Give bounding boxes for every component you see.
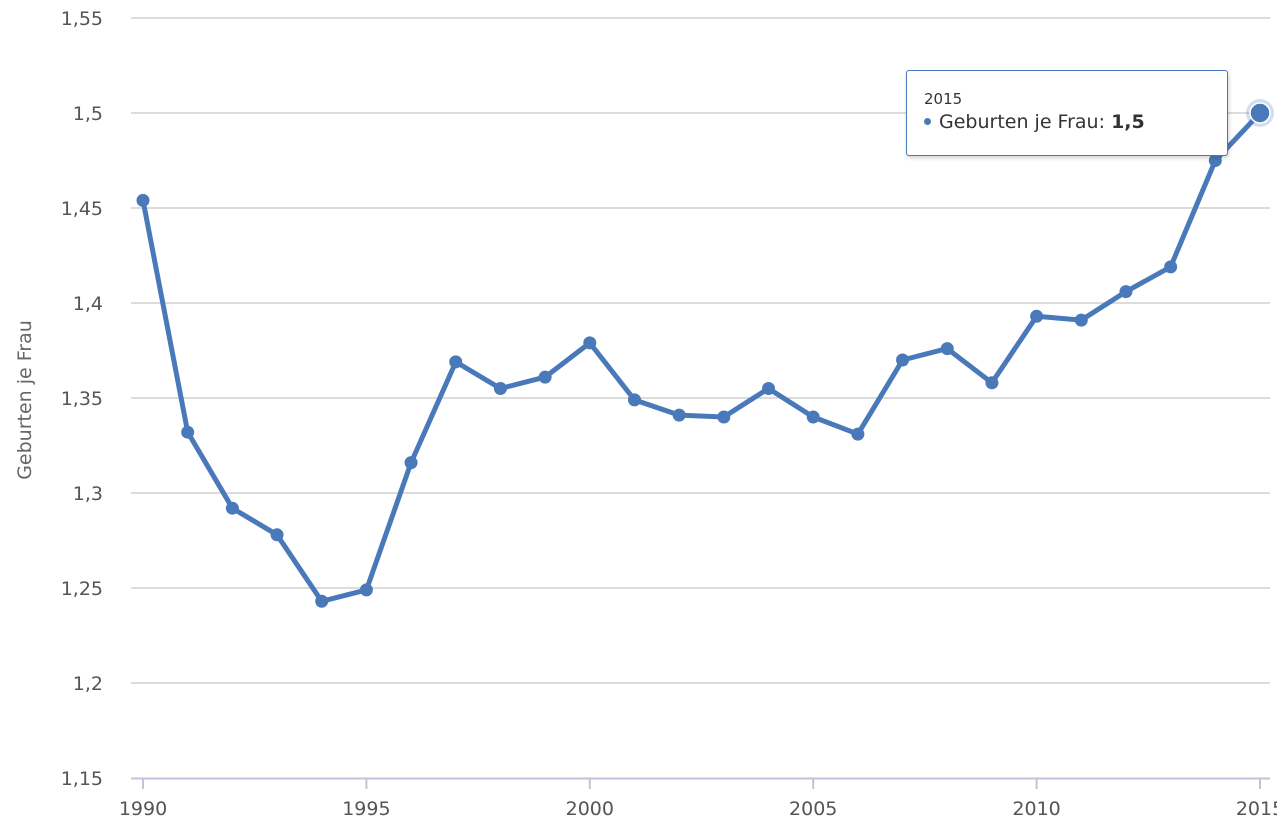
x-tick-label: 2005 [789, 798, 837, 820]
data-point [940, 342, 954, 356]
y-tick-label: 1,55 [61, 8, 103, 30]
x-tick-label: 1990 [119, 798, 167, 820]
series-line [140, 110, 1263, 604]
data-point [315, 594, 329, 608]
data-point [404, 456, 418, 470]
data-point [136, 193, 150, 207]
data-point [493, 382, 507, 395]
data-point [627, 393, 641, 407]
data-point [1030, 309, 1044, 323]
data-point [762, 382, 776, 395]
data-point [672, 408, 686, 422]
tooltip-title: 2015 [924, 90, 963, 108]
data-point [538, 370, 552, 384]
data-point [717, 410, 731, 424]
data-point [449, 355, 463, 369]
tooltip-series-marker-icon [924, 117, 931, 125]
data-point [1164, 260, 1178, 274]
y-tick-label: 1,15 [61, 768, 103, 790]
data-point [985, 376, 999, 390]
data-point [270, 528, 284, 542]
data-point [1074, 313, 1088, 327]
tooltip-value: 1,5 [1111, 111, 1145, 133]
data-point [1208, 154, 1222, 167]
y-tick-label: 1,5 [73, 103, 103, 125]
data-point [359, 583, 373, 597]
data-point [896, 353, 910, 367]
data-point [225, 501, 239, 515]
tooltip-row: Geburten je Frau: 1,5 [924, 111, 1211, 133]
x-axis: 1990 1995 2000 2005 2010 2015 [119, 777, 1277, 820]
tooltip-separator: : [1098, 111, 1106, 133]
y-axis-tick-labels: 1,55 1,5 1,45 1,4 1,35 1,3 1,25 1,2 1,15 [61, 8, 103, 790]
data-point [583, 336, 597, 350]
data-point [851, 427, 865, 441]
x-tick-label: 1995 [342, 798, 390, 820]
y-tick-label: 1,25 [61, 578, 103, 600]
y-tick-label: 1,3 [73, 483, 103, 505]
data-point [1119, 285, 1133, 299]
y-tick-label: 1,4 [73, 293, 103, 315]
series-geburten-je-frau [136, 99, 1274, 608]
data-tooltip: 2015 Geburten je Frau: 1,5 [906, 70, 1228, 156]
grid-lines [131, 17, 1270, 684]
data-point-highlighted [1249, 102, 1271, 124]
data-point [806, 410, 820, 424]
data-point [181, 425, 195, 439]
y-tick-label: 1,45 [61, 198, 103, 220]
x-tick-label: 2015 [1236, 798, 1277, 820]
y-axis-title: Geburten je Frau [14, 320, 36, 480]
y-tick-label: 1,2 [73, 673, 103, 695]
x-tick-label: 2010 [1012, 798, 1060, 820]
y-tick-label: 1,35 [61, 388, 103, 410]
x-tick-label: 2000 [566, 798, 614, 820]
tooltip-series-label: Geburten je Frau [939, 111, 1099, 133]
